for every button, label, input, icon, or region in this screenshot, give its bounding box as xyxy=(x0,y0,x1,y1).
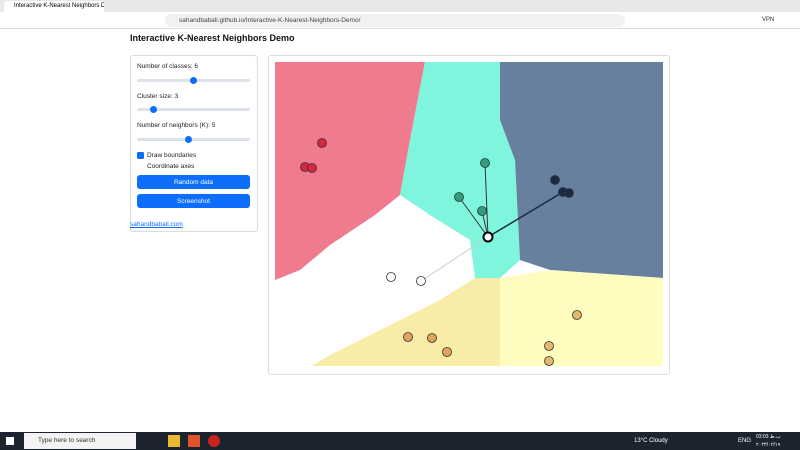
start-button[interactable] xyxy=(6,437,14,445)
canvas-frame xyxy=(268,55,670,375)
point xyxy=(317,138,327,148)
point xyxy=(386,272,396,282)
slider-thumb[interactable] xyxy=(190,77,197,84)
slider-thumb[interactable] xyxy=(185,136,192,143)
app-icon[interactable] xyxy=(168,435,180,447)
region xyxy=(275,62,425,280)
point xyxy=(477,206,487,216)
neighbor-line xyxy=(487,191,564,238)
slider-track[interactable] xyxy=(137,138,250,141)
vpn-button[interactable]: VPN xyxy=(762,17,775,23)
point xyxy=(442,347,452,357)
page-title: Interactive K-Nearest Neighbors Demo xyxy=(130,33,295,43)
neighbor-lines xyxy=(420,162,564,282)
points xyxy=(300,138,582,366)
clock-time[interactable]: 03:03 ب.ظ xyxy=(756,434,781,440)
search-box[interactable]: Type here to search xyxy=(24,433,136,449)
random-button[interactable]: Random data xyxy=(137,175,250,189)
query-point xyxy=(482,231,494,243)
slider-track[interactable] xyxy=(137,108,250,111)
language[interactable]: ENG xyxy=(738,438,752,444)
point xyxy=(480,158,490,168)
slider-thumb[interactable] xyxy=(150,106,157,113)
checkbox-label: Draw boundaries xyxy=(147,152,197,159)
app-icon[interactable] xyxy=(208,435,220,447)
address-bar[interactable]: sahandbabali.github.io/Interactive-K-Nea… xyxy=(165,14,625,27)
point xyxy=(416,276,426,286)
point xyxy=(564,188,574,198)
point xyxy=(307,163,317,173)
point xyxy=(403,332,413,342)
neighbor-line xyxy=(458,196,489,238)
region xyxy=(500,62,663,278)
slider-label: Number of classes: 6 xyxy=(137,63,199,70)
checkbox-label: Coordinate axes xyxy=(147,163,195,170)
clock-date[interactable]: ۲۰۲۳/۰۲/۱۹ xyxy=(756,442,781,448)
tab-bar xyxy=(0,0,800,12)
point xyxy=(572,310,582,320)
region xyxy=(500,270,663,366)
point xyxy=(544,341,554,351)
taskbar xyxy=(0,432,800,450)
slider-label: Number of neighbors (K): 5 xyxy=(137,122,216,129)
neighbor-line xyxy=(420,236,489,282)
point xyxy=(427,333,437,343)
neighbor-line xyxy=(484,162,489,238)
knn-canvas[interactable] xyxy=(275,62,663,366)
point xyxy=(454,192,464,202)
checkbox-checked[interactable] xyxy=(137,152,144,159)
app-icon[interactable] xyxy=(188,435,200,447)
control-panel xyxy=(130,55,258,232)
link[interactable]: sahandbabali.com xyxy=(130,221,183,228)
tab[interactable]: Interactive K-Nearest Neighbors Demo xyxy=(4,1,104,12)
region xyxy=(400,62,520,278)
weather[interactable]: 13°C Cloudy xyxy=(634,438,668,444)
slider-label: Cluster size: 3 xyxy=(137,93,179,100)
region xyxy=(312,278,500,366)
point xyxy=(550,175,560,185)
point xyxy=(544,356,554,366)
screenshot-button[interactable]: Screenshot xyxy=(137,194,250,208)
